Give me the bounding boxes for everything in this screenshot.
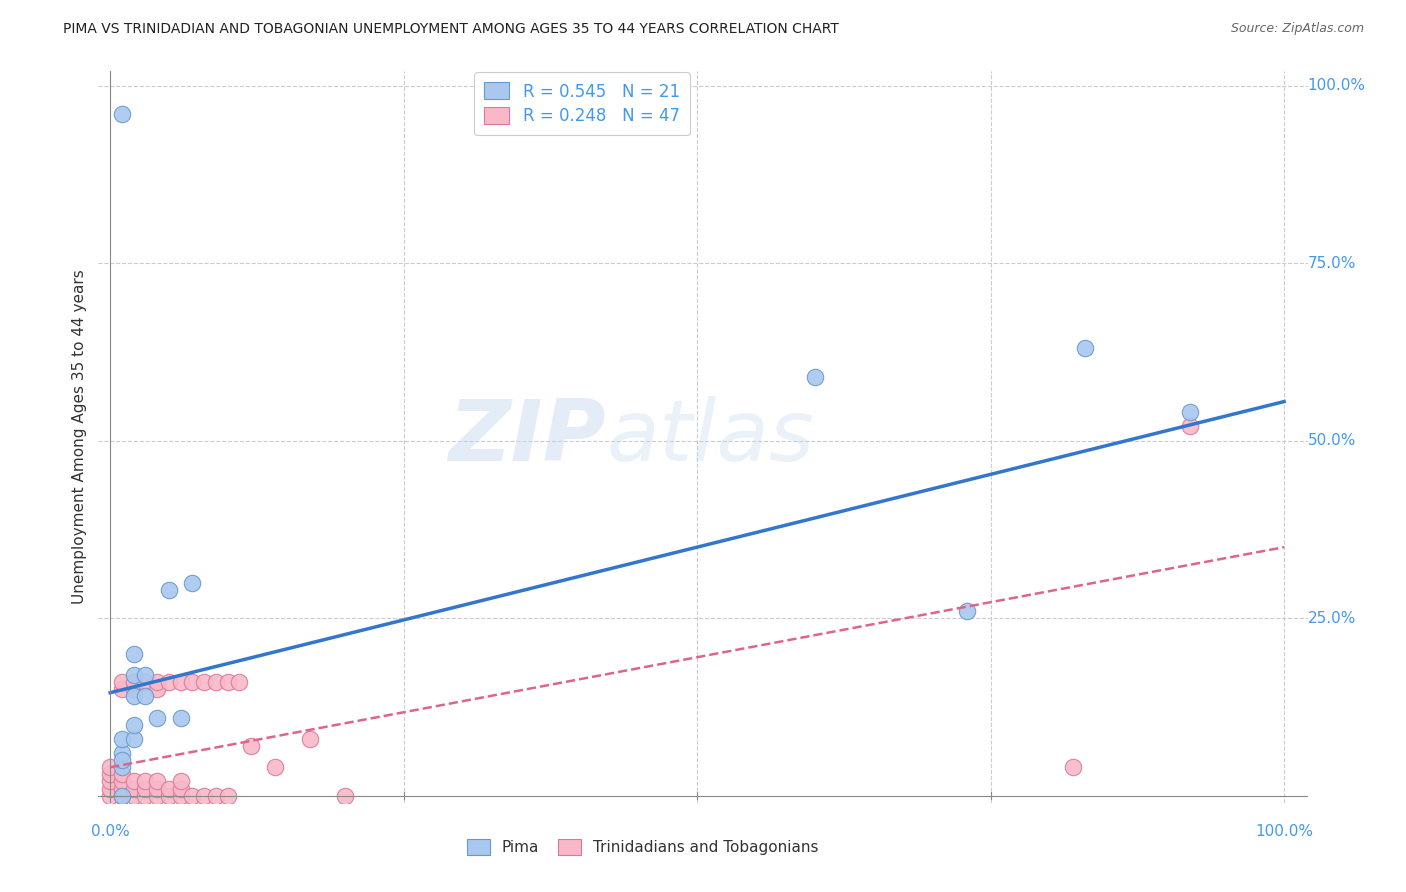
- Point: [111, 682, 134, 697]
- Point: [181, 575, 204, 590]
- Point: [134, 774, 156, 789]
- Point: [157, 675, 180, 690]
- Point: [98, 789, 121, 803]
- Point: [98, 767, 121, 781]
- Point: [122, 781, 145, 796]
- Point: [111, 746, 134, 760]
- Point: [134, 690, 156, 704]
- Point: [169, 675, 191, 690]
- Point: [157, 582, 180, 597]
- Point: [169, 789, 191, 803]
- Point: [111, 781, 134, 796]
- Point: [122, 717, 145, 731]
- Point: [122, 682, 145, 697]
- Point: [217, 675, 239, 690]
- Point: [146, 682, 169, 697]
- Point: [204, 789, 226, 803]
- Point: [111, 760, 134, 774]
- Point: [217, 789, 239, 803]
- Text: Source: ZipAtlas.com: Source: ZipAtlas.com: [1230, 22, 1364, 36]
- Point: [146, 675, 169, 690]
- Point: [240, 739, 263, 753]
- Point: [122, 789, 145, 803]
- Point: [263, 760, 285, 774]
- Text: PIMA VS TRINIDADIAN AND TOBAGONIAN UNEMPLOYMENT AMONG AGES 35 TO 44 YEARS CORREL: PIMA VS TRINIDADIAN AND TOBAGONIAN UNEMP…: [63, 22, 839, 37]
- Point: [122, 675, 145, 690]
- Point: [111, 753, 134, 767]
- Point: [157, 781, 180, 796]
- Text: 100.0%: 100.0%: [1256, 824, 1313, 839]
- Point: [157, 789, 180, 803]
- Point: [803, 369, 825, 384]
- Point: [146, 710, 169, 724]
- Point: [111, 774, 134, 789]
- Point: [111, 789, 134, 803]
- Point: [193, 789, 215, 803]
- Point: [204, 675, 226, 690]
- Point: [98, 781, 121, 796]
- Point: [134, 675, 156, 690]
- Point: [181, 789, 204, 803]
- Point: [134, 781, 156, 796]
- Point: [956, 604, 979, 618]
- Point: [134, 668, 156, 682]
- Point: [111, 107, 134, 121]
- Text: 100.0%: 100.0%: [1308, 78, 1365, 93]
- Point: [111, 767, 134, 781]
- Point: [122, 668, 145, 682]
- Y-axis label: Unemployment Among Ages 35 to 44 years: Unemployment Among Ages 35 to 44 years: [72, 269, 87, 605]
- Point: [122, 774, 145, 789]
- Point: [1180, 419, 1202, 434]
- Point: [111, 789, 134, 803]
- Text: ZIP: ZIP: [449, 395, 606, 479]
- Point: [181, 675, 204, 690]
- Point: [146, 774, 169, 789]
- Point: [333, 789, 356, 803]
- Point: [122, 731, 145, 746]
- Point: [134, 789, 156, 803]
- Text: 25.0%: 25.0%: [1308, 611, 1355, 625]
- Point: [111, 731, 134, 746]
- Point: [146, 781, 169, 796]
- Point: [98, 774, 121, 789]
- Point: [228, 675, 250, 690]
- Point: [98, 760, 121, 774]
- Point: [193, 675, 215, 690]
- Text: 75.0%: 75.0%: [1308, 256, 1355, 270]
- Text: atlas: atlas: [606, 395, 814, 479]
- Point: [111, 675, 134, 690]
- Point: [146, 789, 169, 803]
- Point: [169, 774, 191, 789]
- Legend: Pima, Trinidadians and Tobagonians: Pima, Trinidadians and Tobagonians: [461, 833, 824, 861]
- Point: [298, 731, 321, 746]
- Point: [169, 781, 191, 796]
- Point: [1062, 760, 1084, 774]
- Point: [1073, 341, 1095, 355]
- Point: [122, 690, 145, 704]
- Text: 50.0%: 50.0%: [1308, 434, 1355, 448]
- Point: [169, 710, 191, 724]
- Text: 0.0%: 0.0%: [91, 824, 129, 839]
- Point: [1180, 405, 1202, 419]
- Point: [122, 647, 145, 661]
